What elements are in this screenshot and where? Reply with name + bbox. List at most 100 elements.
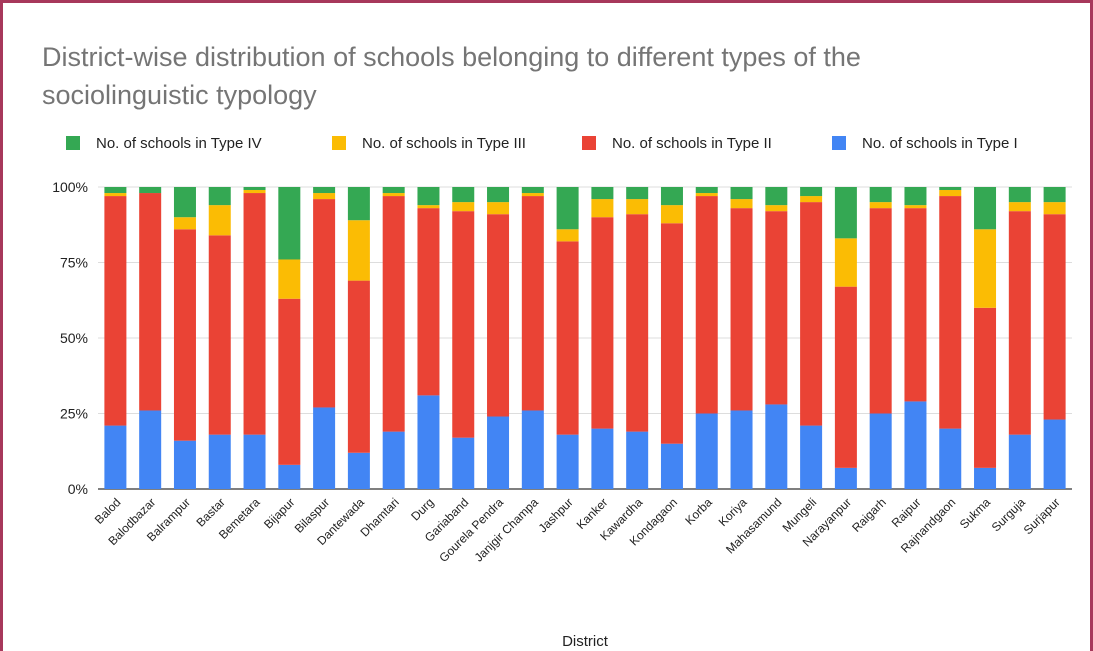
x-tick-label: Janjgir Champa xyxy=(472,495,542,565)
bar-segment xyxy=(626,431,649,489)
bar-segment xyxy=(487,202,510,215)
bar-segment xyxy=(347,280,370,453)
bar-segment xyxy=(765,404,788,489)
bar-segment xyxy=(521,187,544,194)
bar-segment xyxy=(208,235,231,435)
bar-segment xyxy=(1043,187,1066,203)
x-axis-label: District xyxy=(562,633,609,650)
legend-label: No. of schools in Type I xyxy=(862,135,1018,152)
bar-segment xyxy=(243,190,266,194)
bar-segment xyxy=(974,307,997,468)
y-tick-label: 100% xyxy=(52,179,88,195)
bar-segment xyxy=(487,416,510,489)
x-tick-label: Raigarh xyxy=(849,495,889,535)
bar-segment xyxy=(452,437,475,489)
bar-segment xyxy=(800,425,823,489)
x-tick-label: Balod xyxy=(92,495,124,527)
bar-segment xyxy=(452,187,475,203)
bar-segment xyxy=(834,187,857,239)
chart-title-line-2: sociolinguistic typology xyxy=(42,80,317,110)
bar-segment xyxy=(1043,214,1066,420)
y-tick-label: 50% xyxy=(60,330,88,346)
bar-segment xyxy=(487,187,510,203)
bar-segment xyxy=(278,464,301,489)
bar-segment xyxy=(591,187,614,200)
bar-segment xyxy=(521,196,544,411)
bar-segment xyxy=(730,208,753,411)
bar-segment xyxy=(869,208,892,414)
bar-segment xyxy=(660,205,683,224)
bar-segment xyxy=(139,410,162,489)
bar-segment xyxy=(487,214,510,417)
x-tick-label: Korba xyxy=(682,495,715,528)
bar-segment xyxy=(591,217,614,429)
bar-segment xyxy=(939,196,962,429)
bar-segment xyxy=(278,259,301,299)
y-tick-label: 75% xyxy=(60,255,88,271)
bar-segment xyxy=(382,431,405,489)
bar-segment xyxy=(939,187,962,191)
bar-segment xyxy=(834,467,857,489)
bar-segment xyxy=(347,452,370,489)
y-tick-label: 0% xyxy=(68,481,88,497)
bar-segment xyxy=(173,229,196,441)
bar-segment xyxy=(904,205,927,209)
bar-segment xyxy=(417,187,440,206)
bar-segment xyxy=(243,187,266,191)
bar-segment xyxy=(834,238,857,287)
bar-segment xyxy=(208,434,231,489)
bar-segment xyxy=(730,410,753,489)
bar-segment xyxy=(382,187,405,194)
bar-segment xyxy=(695,196,718,414)
bar-segment xyxy=(417,208,440,396)
chart-title: District-wise distribution of schools be… xyxy=(42,42,861,72)
bar-segment xyxy=(974,467,997,489)
bar-segment xyxy=(869,413,892,489)
bar-segment xyxy=(208,187,231,206)
bar-segment xyxy=(765,187,788,206)
bar-segment xyxy=(1008,434,1031,489)
x-tick-label: Durg xyxy=(408,495,436,523)
bar-segment xyxy=(660,223,683,444)
bar-segment xyxy=(417,395,440,489)
bar-segment xyxy=(313,407,336,489)
bar-segment xyxy=(278,298,301,465)
bar-segment xyxy=(591,199,614,218)
legend-swatch xyxy=(832,136,846,150)
bar-segment xyxy=(521,193,544,197)
bar-segment xyxy=(347,220,370,281)
bars xyxy=(104,187,1066,489)
bar-segment xyxy=(1008,202,1031,212)
bar-segment xyxy=(208,205,231,236)
bar-segment xyxy=(974,229,997,308)
bar-segment xyxy=(1043,202,1066,215)
bar-segment xyxy=(556,229,579,242)
bar-segment xyxy=(382,196,405,432)
bar-segment xyxy=(869,187,892,203)
bar-segment xyxy=(347,187,370,221)
bar-segment xyxy=(139,193,162,411)
bar-segment xyxy=(904,187,927,206)
bar-segment xyxy=(660,187,683,206)
bar-segment xyxy=(452,211,475,438)
bar-segment xyxy=(382,193,405,197)
bar-segment xyxy=(904,208,927,402)
bar-segment xyxy=(104,196,127,426)
bar-segment xyxy=(904,401,927,489)
bar-segment xyxy=(556,187,579,230)
bar-segment xyxy=(313,199,336,408)
bar-segment xyxy=(730,199,753,209)
bar-segment xyxy=(313,187,336,194)
bar-segment xyxy=(417,205,440,209)
x-tick-label: Jashpur xyxy=(536,495,576,535)
bar-segment xyxy=(800,187,823,197)
bar-segment xyxy=(104,425,127,489)
y-axis-ticks: 0% 25% 50% 75% 100% xyxy=(52,179,88,497)
bar-segment xyxy=(243,193,266,435)
bar-segment xyxy=(278,187,301,260)
bar-segment xyxy=(173,217,196,230)
bar-segment xyxy=(765,211,788,405)
x-tick-label: Dhamtari xyxy=(357,495,401,539)
x-tick-label: Sukma xyxy=(957,495,994,532)
